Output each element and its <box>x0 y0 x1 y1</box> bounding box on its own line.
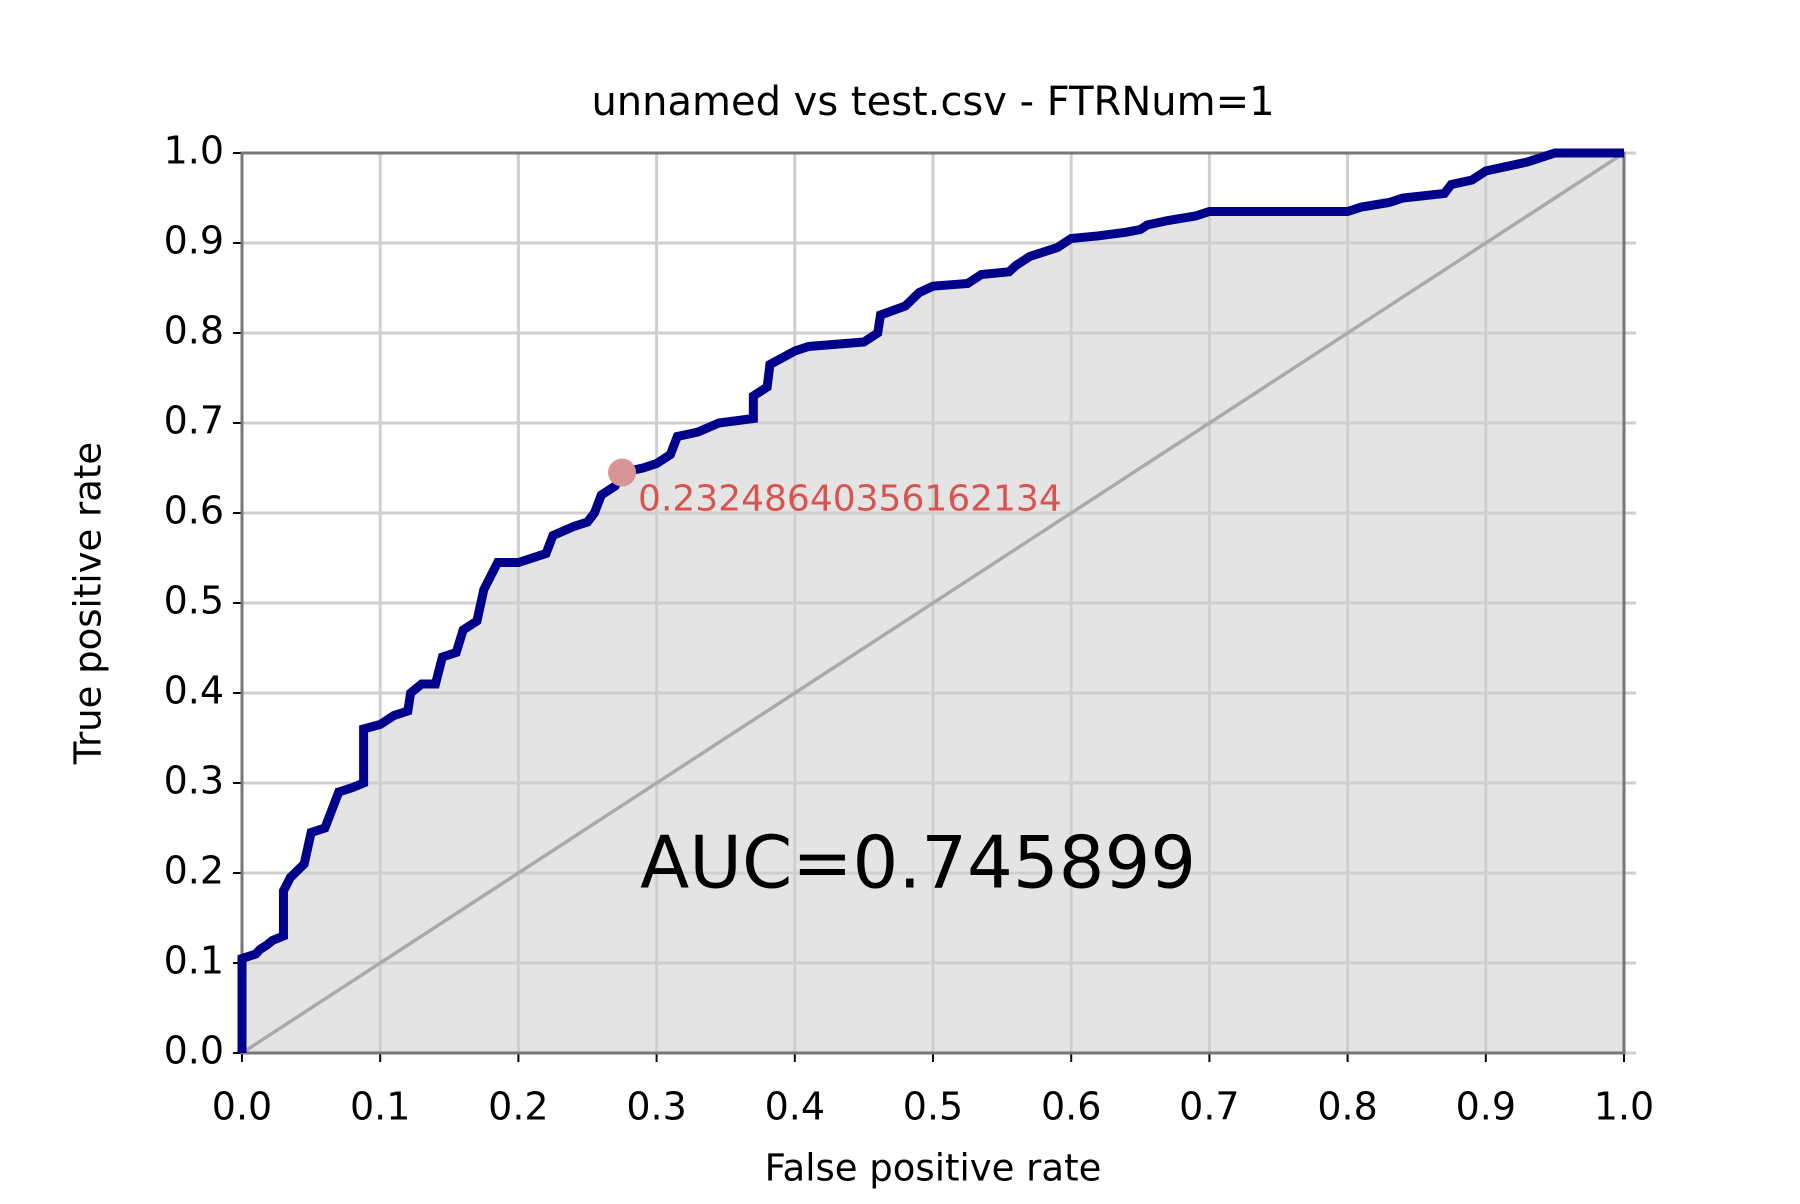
x-tick-label: 0.3 <box>626 1085 686 1129</box>
x-tick-label: 0.8 <box>1317 1085 1377 1129</box>
threshold-point <box>608 458 637 487</box>
y-tick-label: 0.2 <box>164 849 224 893</box>
y-tick-label: 0.5 <box>164 579 224 623</box>
x-tick-label: 0.0 <box>212 1085 272 1129</box>
chance-line <box>241 151 1625 1055</box>
x-axis-label: False positive rate <box>765 1147 1102 1190</box>
plot-frame <box>240 151 1626 1055</box>
y-tick-label: 0.4 <box>164 669 224 713</box>
x-tick-label: 0.5 <box>903 1085 963 1129</box>
y-tick-label: 0.9 <box>164 219 224 263</box>
y-tick-label: 0.3 <box>164 759 224 803</box>
x-tick-label: 0.1 <box>350 1085 410 1129</box>
y-tick-label: 0.6 <box>164 489 224 533</box>
y-tick-label: 0.0 <box>164 1029 224 1073</box>
x-tick-label: 0.7 <box>1179 1085 1239 1129</box>
x-tick-label: 0.9 <box>1456 1085 1516 1129</box>
y-axis-label: True positive rate <box>67 442 110 765</box>
y-tick-label: 0.7 <box>164 399 224 443</box>
x-tick-label: 1.0 <box>1594 1085 1654 1129</box>
auc-annotation: AUC=0.745899 <box>640 821 1196 905</box>
x-tick-label: 0.2 <box>488 1085 548 1129</box>
y-tick-label: 0.1 <box>164 939 224 983</box>
x-tick-label: 0.6 <box>1041 1085 1101 1129</box>
y-tick-label: 1.0 <box>164 129 224 173</box>
x-tick-label: 0.4 <box>765 1085 825 1129</box>
threshold-label: 0.23248640356162134 <box>638 479 1062 520</box>
roc-curve <box>237 148 1624 1053</box>
y-tick-label: 0.8 <box>164 309 224 353</box>
chart-title: unnamed vs test.csv - FTRNum=1 <box>591 79 1274 125</box>
